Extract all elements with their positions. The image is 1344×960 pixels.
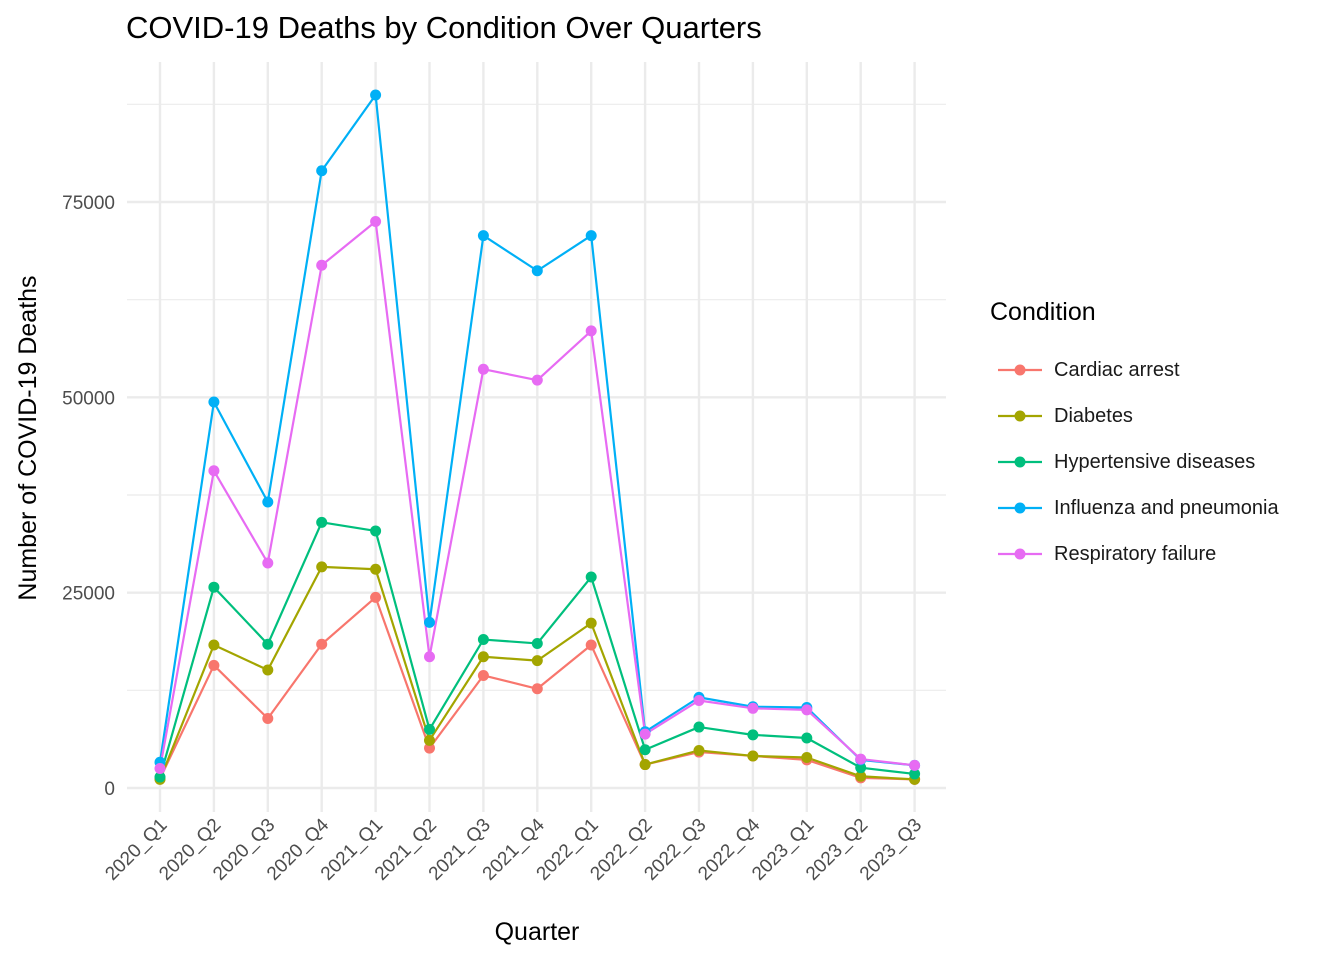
data-point bbox=[693, 721, 705, 733]
legend-label: Cardiac arrest bbox=[1054, 358, 1180, 381]
data-point bbox=[585, 325, 597, 337]
data-point bbox=[909, 759, 921, 771]
data-point bbox=[370, 563, 382, 575]
data-point bbox=[855, 753, 867, 765]
grid-lines bbox=[127, 62, 946, 812]
legend-key bbox=[998, 548, 1042, 560]
data-point bbox=[424, 742, 435, 754]
y-tick-label: 75000 bbox=[62, 193, 115, 214]
y-axis-title: Number of COVID-19 Deaths bbox=[14, 275, 42, 600]
data-point bbox=[477, 363, 489, 375]
y-tick-label: 25000 bbox=[62, 584, 115, 605]
data-point bbox=[909, 768, 921, 780]
data-point bbox=[370, 525, 382, 537]
legend-item: Diabetes bbox=[990, 393, 1279, 439]
y-tick-label: 0 bbox=[104, 779, 115, 800]
data-point bbox=[477, 230, 489, 242]
data-point bbox=[316, 165, 328, 177]
data-point bbox=[424, 616, 435, 628]
data-point bbox=[316, 516, 328, 528]
data-point bbox=[639, 728, 651, 740]
data-points bbox=[154, 89, 921, 785]
data-point bbox=[208, 639, 220, 651]
data-point bbox=[747, 750, 759, 762]
data-point bbox=[316, 561, 328, 573]
data-point bbox=[262, 712, 274, 724]
data-point bbox=[585, 639, 597, 651]
data-point bbox=[316, 259, 328, 271]
x-tick-labels: 2020_Q12020_Q22020_Q32020_Q42021_Q12021_… bbox=[101, 814, 926, 884]
data-point bbox=[531, 637, 543, 649]
data-point bbox=[801, 732, 813, 744]
legend-item: Hypertensive diseases bbox=[990, 439, 1279, 485]
data-point bbox=[154, 771, 166, 783]
data-point bbox=[801, 752, 813, 764]
data-point bbox=[370, 591, 382, 603]
data-point bbox=[585, 571, 597, 583]
legend-item: Cardiac arrest bbox=[990, 347, 1279, 393]
legend-label: Respiratory failure bbox=[1054, 542, 1217, 565]
data-point bbox=[424, 723, 435, 735]
data-point bbox=[316, 638, 328, 650]
data-point bbox=[639, 744, 651, 756]
x-axis-title: Quarter bbox=[495, 918, 580, 946]
data-point bbox=[747, 702, 759, 714]
data-point bbox=[855, 770, 867, 782]
data-point bbox=[262, 638, 274, 650]
data-point bbox=[477, 651, 489, 663]
legend-title: Condition bbox=[990, 298, 1096, 326]
data-point bbox=[531, 265, 543, 277]
data-point bbox=[693, 694, 705, 706]
data-point bbox=[424, 651, 435, 663]
data-point bbox=[208, 659, 220, 671]
data-point bbox=[154, 762, 166, 774]
legend: Condition Cardiac arrest Diabetes Hyperten… bbox=[990, 298, 1279, 577]
data-point bbox=[262, 496, 274, 508]
data-point bbox=[531, 683, 543, 695]
data-point bbox=[477, 669, 489, 681]
data-point bbox=[855, 762, 867, 774]
data-point bbox=[747, 729, 759, 741]
data-point bbox=[801, 704, 813, 716]
data-point bbox=[531, 655, 543, 667]
data-point bbox=[262, 557, 274, 569]
legend-label: Influenza and pneumonia bbox=[1054, 496, 1279, 519]
data-point bbox=[208, 396, 220, 408]
legend-label: Hypertensive diseases bbox=[1054, 450, 1256, 473]
legend-label: Diabetes bbox=[1054, 404, 1133, 427]
data-point bbox=[208, 581, 220, 593]
data-point bbox=[585, 230, 597, 242]
data-point bbox=[531, 374, 543, 386]
data-point bbox=[262, 664, 274, 676]
data-point bbox=[370, 216, 382, 228]
data-point bbox=[424, 734, 435, 746]
legend-key bbox=[998, 364, 1042, 376]
data-point bbox=[585, 617, 597, 629]
data-point bbox=[477, 634, 489, 646]
y-tick-label: 50000 bbox=[62, 388, 115, 409]
legend-key bbox=[998, 410, 1042, 422]
data-point bbox=[208, 465, 220, 477]
y-tick-labels: 0 25000 50000 75000 bbox=[62, 193, 115, 800]
chart-title: COVID-19 Deaths by Condition Over Quarte… bbox=[126, 10, 762, 45]
data-point bbox=[639, 759, 651, 771]
legend-items: Cardiac arrest Diabetes Hypertensive disea… bbox=[990, 347, 1279, 577]
legend-key bbox=[998, 502, 1042, 514]
legend-key bbox=[998, 456, 1042, 468]
data-point bbox=[693, 744, 705, 756]
legend-item: Influenza and pneumonia bbox=[990, 485, 1279, 531]
legend-item: Respiratory failure bbox=[990, 531, 1279, 577]
data-point bbox=[370, 89, 382, 101]
